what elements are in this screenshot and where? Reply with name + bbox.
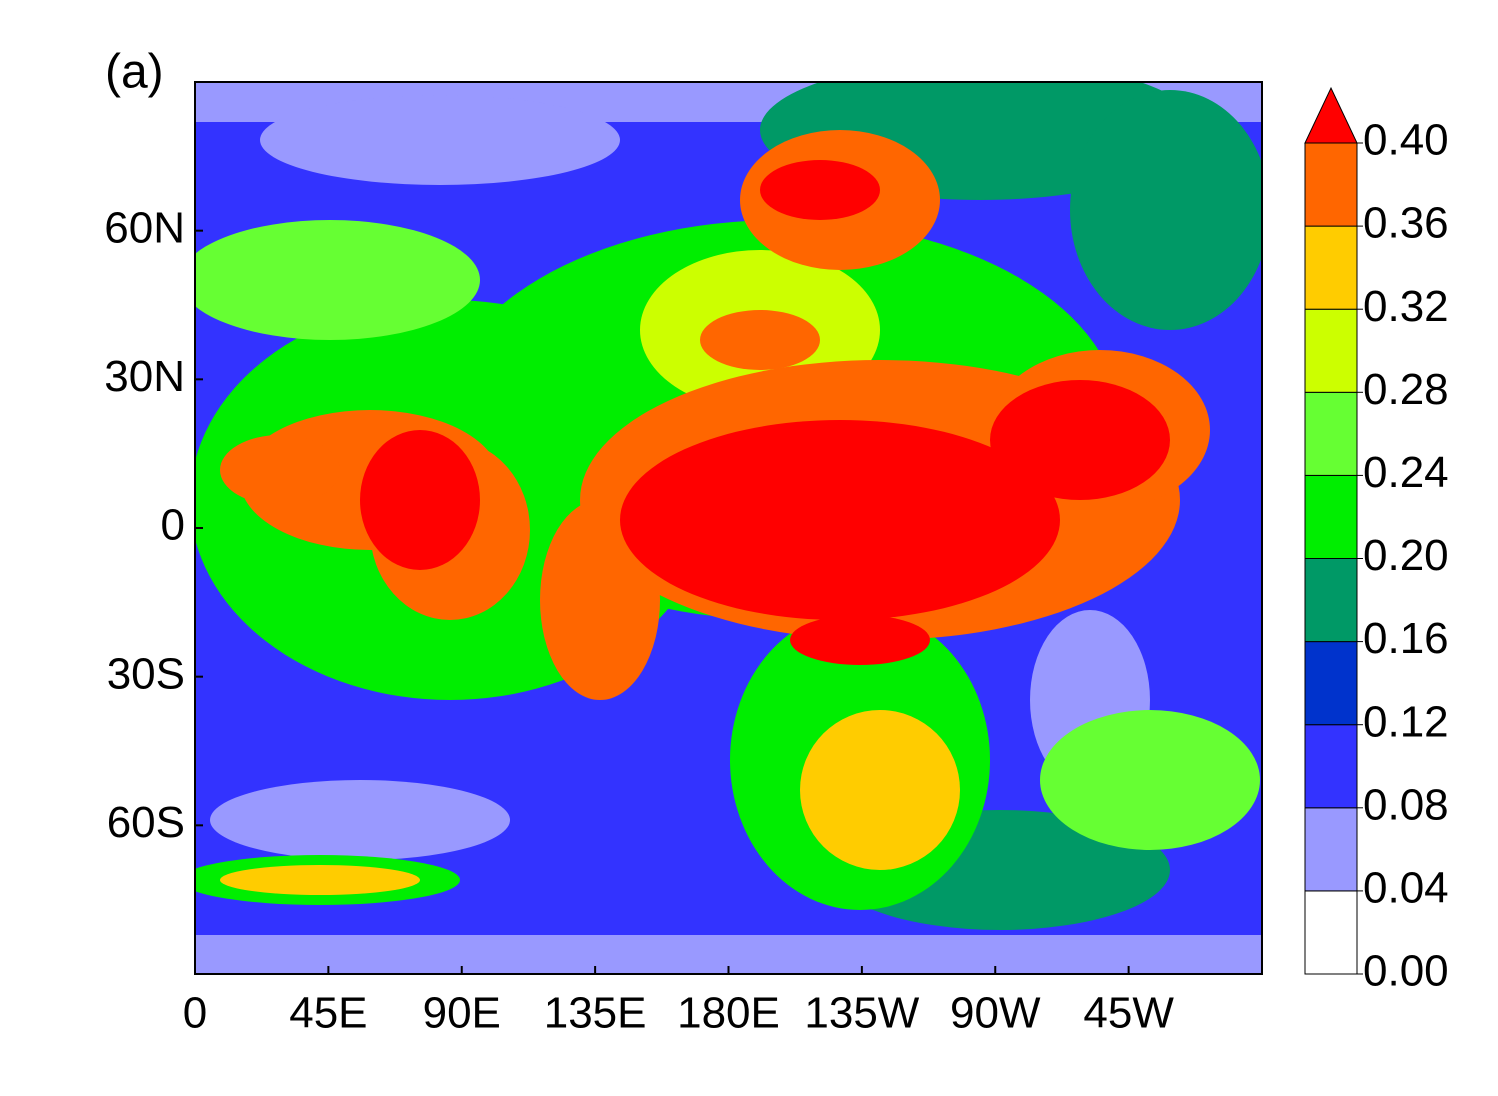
field-blob [220,865,420,895]
panel-label: (a) [105,46,164,99]
colorbar-bin [1304,558,1358,643]
field-blob [800,710,960,870]
field-blob [1070,90,1262,330]
field-blob [195,220,480,340]
colorbar-bin [1304,641,1358,726]
colorbar-label: 0.12 [1363,697,1449,746]
x-tick-label: 45E [289,989,367,1038]
field-blob [620,420,1060,620]
colorbar-bin [1304,724,1358,809]
field-blob [1040,710,1260,850]
colorbar-bin [1304,807,1358,892]
x-tick-label: 135E [544,989,647,1038]
colorbar-label: 0.32 [1363,282,1449,331]
x-tick-label: 0 [183,989,207,1038]
field-blob [700,310,820,370]
field-blob [260,95,620,185]
x-tick-label: 90W [950,989,1041,1038]
colorbar-label: 0.40 [1363,116,1449,165]
colorbar-bin [1304,474,1358,559]
x-tick-label: 90E [423,989,501,1038]
colorbar-bin [1304,890,1358,975]
y-tick-label: 30N [104,352,185,401]
y-tick-label: 60S [107,798,185,847]
colorbar-bin [1304,142,1358,227]
colorbar-label: 0.04 [1363,864,1449,913]
y-tick-label: 60N [104,203,185,252]
field-blob [990,380,1170,500]
colorbar-bin [1304,391,1358,476]
x-tick-label: 45W [1083,989,1174,1038]
field-blob [210,780,510,860]
colorbar-label: 0.16 [1363,614,1449,663]
y-tick-label: 30S [107,649,185,698]
colorbar-label: 0.00 [1363,947,1449,996]
colorbar-label: 0.20 [1363,531,1449,580]
field-blob [540,500,660,700]
colorbar-label: 0.08 [1363,780,1449,829]
field-blob [790,615,930,665]
field-blob [360,430,480,570]
contour-field [195,82,1262,974]
colorbar-bin [1304,225,1358,310]
colorbar-label: 0.28 [1363,365,1449,414]
field-blob [760,160,880,220]
field-blob [220,435,340,505]
y-tick-label: 0 [161,501,185,550]
x-tick-label: 180E [677,989,780,1038]
colorbar-bin [1304,308,1358,393]
colorbar-label: 0.36 [1363,199,1449,248]
x-tick-label: 135W [804,989,919,1038]
colorbar-label: 0.24 [1363,448,1449,497]
colorbar-extension [1304,86,1358,144]
